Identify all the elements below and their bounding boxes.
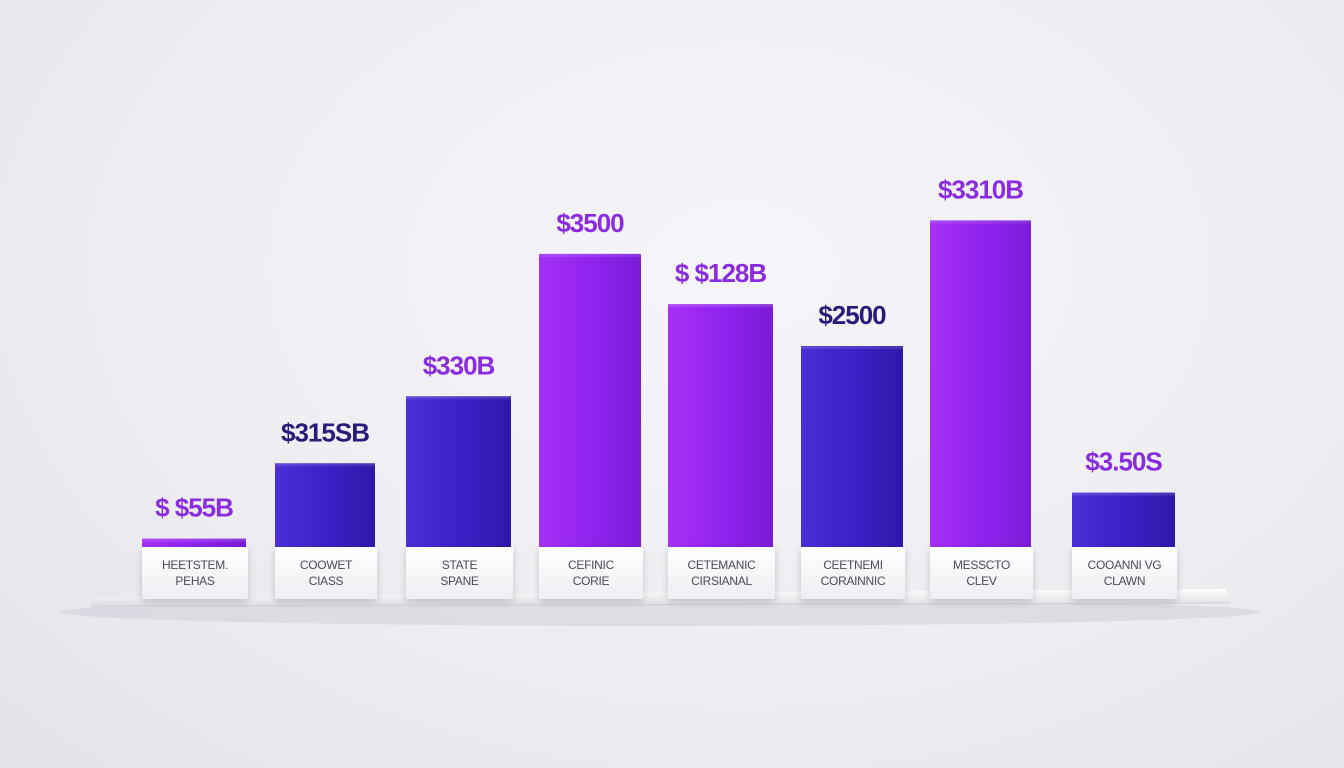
bar	[406, 396, 511, 547]
bar	[539, 253, 641, 547]
category-label: CETEMANIC	[688, 558, 757, 572]
category-label: CEFINIC	[568, 558, 615, 572]
category-label: HEETSTEM.	[162, 558, 228, 572]
category-label: CORIE	[573, 574, 610, 588]
category-card	[142, 547, 248, 599]
bar-top-highlight	[142, 538, 246, 542]
category-card	[275, 547, 377, 599]
bar	[668, 304, 773, 547]
bar-group: CEFINIC CORIE $3500	[539, 208, 643, 599]
category-card	[1072, 547, 1177, 599]
value-label: $ $128B	[675, 258, 767, 288]
category-label: COOANNI VG	[1088, 558, 1162, 572]
bar-group: STATE SPANE $330B	[406, 350, 513, 599]
bar	[142, 538, 246, 547]
bar	[275, 463, 375, 547]
bar-top-highlight	[801, 346, 903, 349]
bar-group: HEETSTEM. PEHAS $ $55B	[142, 493, 248, 599]
value-label: $315SB	[281, 417, 369, 447]
bar-top-highlight	[406, 396, 511, 400]
bar-group: COOWET CIASS $315SB	[275, 417, 377, 599]
category-label: CEETNEMI	[823, 558, 883, 572]
bar	[801, 346, 903, 547]
category-card	[668, 547, 775, 599]
shelf-edge	[89, 602, 1231, 607]
bar-top-highlight	[275, 463, 375, 467]
bar-top-highlight	[539, 253, 641, 257]
category-label: COOWET	[300, 558, 353, 572]
value-label: $3.50S	[1085, 447, 1162, 477]
category-label: CLAWN	[1104, 574, 1145, 588]
value-label: $ $55B	[155, 493, 233, 523]
category-label: PEHAS	[175, 574, 214, 588]
category-label: MESSCTO	[953, 558, 1010, 572]
category-card	[930, 547, 1033, 599]
category-label: CIASS	[309, 574, 344, 588]
value-label: $2500	[818, 300, 886, 330]
category-card	[406, 547, 513, 599]
category-label: STATE	[442, 558, 478, 572]
bar	[930, 220, 1031, 547]
bar-top-highlight	[930, 220, 1031, 224]
bar-group: CETEMANIC CIRSIANAL $ $128B	[668, 258, 775, 599]
category-card	[539, 547, 643, 599]
category-card	[801, 547, 905, 599]
bar-top-highlight	[1072, 492, 1175, 496]
bar-top-highlight	[668, 304, 773, 308]
category-label: CIRSIANAL	[691, 574, 752, 588]
bar-group: MESSCTO CLEV $3310B	[930, 174, 1033, 599]
category-label: SPANE	[440, 574, 479, 588]
value-label: $330B	[423, 350, 495, 380]
bar-group: COOANNI VG CLAWN $3.50S	[1072, 447, 1177, 599]
bars-layer: HEETSTEM. PEHAS $ $55B COOWET CIASS $315SB STA…	[142, 174, 1177, 599]
bar	[1072, 492, 1175, 547]
bar-group: CEETNEMI CORAINNIC $2500	[801, 300, 905, 599]
category-label: CORAINNIC	[821, 574, 886, 588]
category-label: CLEV	[966, 574, 996, 588]
value-label: $3310B	[938, 174, 1023, 204]
value-label: $3500	[556, 208, 624, 238]
